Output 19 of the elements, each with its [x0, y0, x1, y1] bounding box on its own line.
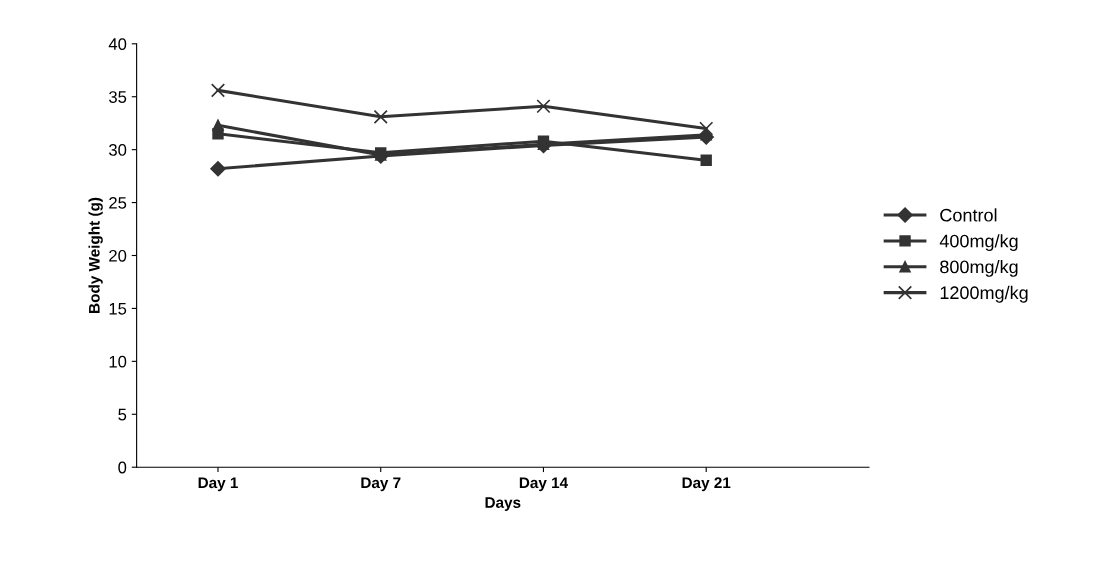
y-tick-label: 40 — [108, 38, 127, 50]
x-tick-label: Day 1 — [198, 477, 238, 492]
y-tick-label: 35 — [109, 91, 127, 103]
y-tick-label: 10 — [109, 355, 127, 368]
legend-label: 800mg/kg — [940, 260, 1018, 277]
x-tick-label: Day 14 — [519, 477, 569, 492]
y-tick-label: 0 — [118, 461, 127, 474]
y-tick-label: 5 — [118, 408, 127, 421]
x-axis-title: Days — [485, 497, 521, 511]
y-axis-title: Body Weight (g) — [88, 197, 103, 313]
y-tick-label: 30 — [109, 144, 127, 156]
y-tick-label: 25 — [109, 196, 127, 209]
legend-label: 1200mg/kg — [940, 285, 1028, 303]
legend-label: 400mg/kg — [939, 234, 1018, 251]
y-tick-label: 20 — [109, 249, 127, 262]
x-tick-label: Day 7 — [361, 477, 401, 492]
x-tick-label: Day 21 — [682, 477, 731, 492]
legend-label: Control — [940, 208, 997, 222]
y-tick-label: 15 — [109, 303, 127, 315]
